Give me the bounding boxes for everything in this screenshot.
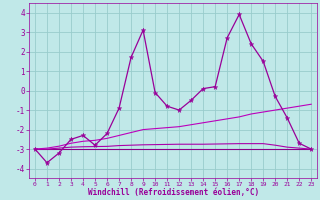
X-axis label: Windchill (Refroidissement éolien,°C): Windchill (Refroidissement éolien,°C) <box>88 188 259 197</box>
